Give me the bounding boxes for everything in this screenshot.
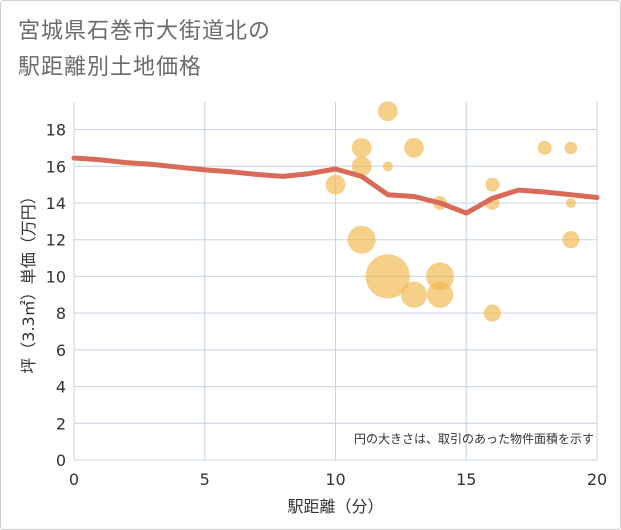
bubble-point [365,254,410,299]
chart-title-line2: 駅距離別土地価格 [18,55,203,80]
bubble-point [483,304,501,322]
trend-line-series [71,155,600,216]
bubble-point [351,156,372,177]
x-tick-label: 20 [587,470,607,489]
x-tick-label: 5 [200,470,210,489]
y-tick-label: 14 [46,194,66,213]
bubble-point [562,231,580,249]
bubble-point [382,161,393,172]
y-axis-ticks: 0 2 4 6 8 10 12 14 16 18 [46,121,66,470]
bubble-point [426,262,455,291]
bubble-point [400,281,428,308]
bubble-size-note: 円の大きさは、取引のあった物件面積を示す [354,431,594,446]
trend-line [71,155,600,216]
y-tick-label: 12 [46,231,66,250]
gridlines [73,102,598,461]
chart-title-line1: 宮城県石巻市大街道北の [18,19,272,44]
bubble-point [404,137,424,158]
bubble-point [347,225,376,254]
x-axis-ticks: 0 5 10 15 20 [69,470,607,489]
x-tick-label: 10 [325,470,345,489]
chart-title: 宮城県石巻市大街道北の 駅距離別土地価格 [18,14,271,86]
bubble-point [325,174,346,195]
bubble-point [427,281,454,308]
y-tick-label: 2 [56,414,66,433]
y-tick-label: 4 [56,378,66,397]
y-tick-label: 0 [56,451,66,470]
bubble-point [537,140,552,155]
bubble-point [485,177,500,192]
y-tick-label: 18 [46,121,66,140]
x-tick-label: 0 [69,470,79,489]
bubble-point [565,198,576,208]
y-tick-label: 6 [56,341,66,360]
y-tick-label: 16 [46,157,66,176]
y-tick-label: 8 [56,304,66,323]
bubble-point [377,101,398,122]
y-tick-label: 10 [46,267,66,286]
y-axis-label: 坪（3.3㎡）単価（万円） [19,188,38,373]
bubble-point [351,137,372,158]
x-tick-label: 15 [456,470,476,489]
bubble-point [564,141,578,155]
x-axis-label: 駅距離（分） [287,497,383,516]
